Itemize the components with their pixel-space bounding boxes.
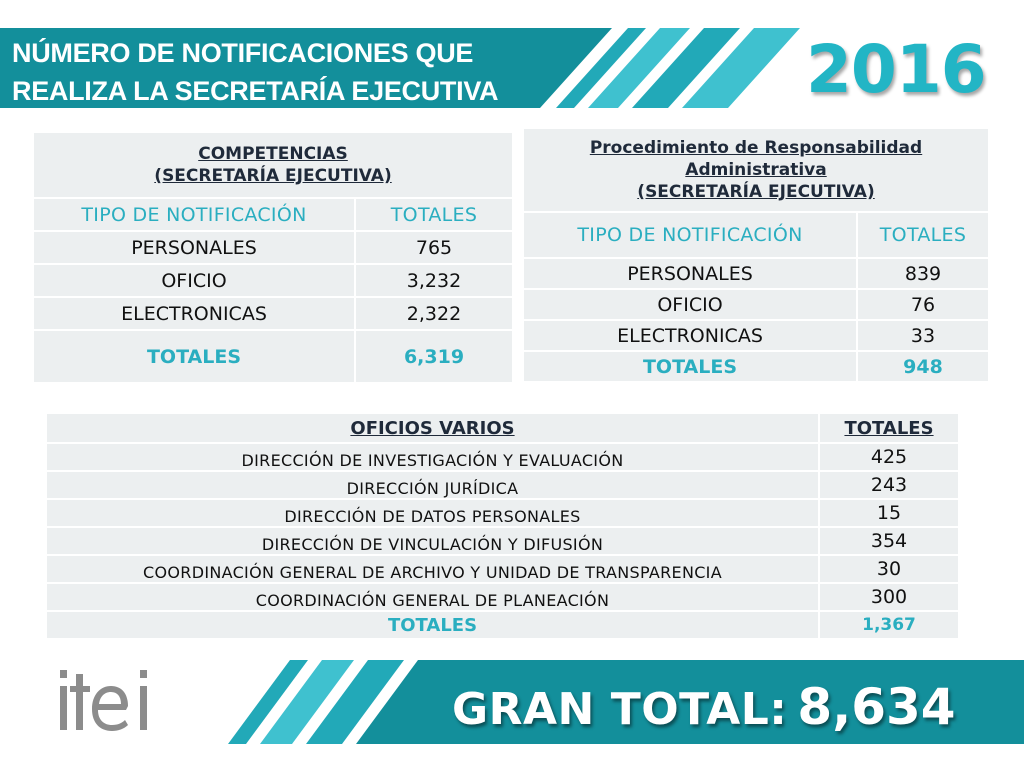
procedimiento-column-headers: TIPO DE NOTIFICACIÓN TOTALES <box>522 211 991 259</box>
table-row: COORDINACIÓN GENERAL DE PLANEACIÓN 300 <box>45 582 960 612</box>
table-row: OFICIO 3,232 <box>32 263 515 298</box>
row-value: 33 <box>855 319 991 352</box>
row-value: 425 <box>818 442 960 472</box>
row-label: ELECTRONICAS <box>522 319 858 352</box>
row-value: 15 <box>818 498 960 528</box>
table-row: DIRECCIÓN JURÍDICA 243 <box>45 470 960 500</box>
grand-total-value: 8,634 <box>797 678 956 736</box>
row-label: OFICIO <box>522 288 858 321</box>
competencias-title-row: COMPETENCIAS (SECRETARÍA EJECUTIVA) <box>31 131 515 199</box>
table-row: DIRECCIÓN DE DATOS PERSONALES 15 <box>45 498 960 528</box>
competencias-title-line-1: COMPETENCIAS <box>198 144 348 164</box>
row-label: PERSONALES <box>522 257 858 290</box>
table-row: PERSONALES 839 <box>522 257 991 290</box>
footer-band <box>228 660 1024 744</box>
column-header-type: TIPO DE NOTIFICACIÓN <box>522 211 858 259</box>
row-value: 765 <box>353 230 515 265</box>
row-value: 839 <box>855 257 991 290</box>
header-stripes <box>0 28 800 108</box>
grand-total: GRAN TOTAL: 8,634 <box>452 672 992 742</box>
header-band <box>0 28 800 108</box>
column-header-total: TOTALES <box>818 412 960 444</box>
oficios-column-headers: OFICIOS VARIOS TOTALES <box>45 412 960 444</box>
grand-total-label: GRAN TOTAL: <box>452 684 788 735</box>
row-label: DIRECCIÓN DE DATOS PERSONALES <box>45 498 820 528</box>
column-header-name: OFICIOS VARIOS <box>45 412 820 444</box>
row-value: 2,322 <box>353 296 515 331</box>
row-value: 3,232 <box>353 263 515 298</box>
row-label: COORDINACIÓN GENERAL DE PLANEACIÓN <box>45 582 820 612</box>
year-label: 2016 <box>806 31 987 108</box>
competencias-column-headers: TIPO DE NOTIFICACIÓN TOTALES <box>32 197 515 232</box>
competencias-table: COMPETENCIAS (SECRETARÍA EJECUTIVA) TIPO… <box>31 131 515 384</box>
row-value: 76 <box>855 288 991 321</box>
row-label: DIRECCIÓN DE INVESTIGACIÓN Y EVALUACIÓN <box>45 442 820 472</box>
page-title-line-1: NÚMERO DE NOTIFICACIONES QUE <box>12 38 474 68</box>
procedimiento-table: Procedimiento de Responsabilidad Adminis… <box>521 127 991 383</box>
row-label: DIRECCIÓN DE VINCULACIÓN Y DIFUSIÓN <box>45 526 820 556</box>
column-header-total: TOTALES <box>353 197 515 232</box>
total-label: TOTALES <box>32 329 356 384</box>
row-value: 30 <box>818 554 960 584</box>
competencias-title: COMPETENCIAS (SECRETARÍA EJECUTIVA) <box>31 131 515 199</box>
total-row: TOTALES 1,367 <box>45 610 960 640</box>
procedimiento-title: Procedimiento de Responsabilidad Adminis… <box>521 127 991 213</box>
table-row: ELECTRONICAS 33 <box>522 319 991 352</box>
table-row: OFICIO 76 <box>522 288 991 321</box>
procedimiento-title-line-1: Procedimiento de Responsabilidad <box>589 138 923 158</box>
row-label: COORDINACIÓN GENERAL DE ARCHIVO Y UNIDAD… <box>45 554 820 584</box>
footer-stripes <box>228 660 1024 744</box>
total-value: 1,367 <box>818 610 960 640</box>
competencias-title-line-2: (SECRETARÍA EJECUTIVA) <box>154 166 392 186</box>
table-row: PERSONALES 765 <box>32 230 515 265</box>
row-label: PERSONALES <box>32 230 356 265</box>
column-header-type: TIPO DE NOTIFICACIÓN <box>32 197 356 232</box>
procedimiento-title-row: Procedimiento de Responsabilidad Adminis… <box>521 127 991 213</box>
procedimiento-title-line-2: Administrativa <box>685 160 827 180</box>
total-label: TOTALES <box>45 610 820 640</box>
table-row: ELECTRONICAS 2,322 <box>32 296 515 331</box>
table-row: DIRECCIÓN DE INVESTIGACIÓN Y EVALUACIÓN … <box>45 442 960 472</box>
row-label: DIRECCIÓN JURÍDICA <box>45 470 820 500</box>
table-row: COORDINACIÓN GENERAL DE ARCHIVO Y UNIDAD… <box>45 554 960 584</box>
row-value: 243 <box>818 470 960 500</box>
oficios-varios-table: OFICIOS VARIOS TOTALES DIRECCIÓN DE INVE… <box>45 412 960 640</box>
row-label: ELECTRONICAS <box>32 296 356 331</box>
column-header-total: TOTALES <box>855 211 991 259</box>
procedimiento-title-line-3: (SECRETARÍA EJECUTIVA) <box>637 182 875 202</box>
total-value: 6,319 <box>353 329 515 384</box>
row-value: 300 <box>818 582 960 612</box>
itei-logo <box>56 662 166 742</box>
itei-logo-icon <box>60 670 147 731</box>
table-row: DIRECCIÓN DE VINCULACIÓN Y DIFUSIÓN 354 <box>45 526 960 556</box>
total-row: TOTALES 6,319 <box>32 329 515 384</box>
row-label: OFICIO <box>32 263 356 298</box>
total-row: TOTALES 948 <box>522 350 991 383</box>
page-title-line-2: REALIZA LA SECRETARÍA EJECUTIVA <box>12 76 499 106</box>
row-value: 354 <box>818 526 960 556</box>
total-value: 948 <box>855 350 991 383</box>
page-title: NÚMERO DE NOTIFICACIONES QUE REALIZA LA … <box>12 34 532 110</box>
total-label: TOTALES <box>522 350 858 383</box>
